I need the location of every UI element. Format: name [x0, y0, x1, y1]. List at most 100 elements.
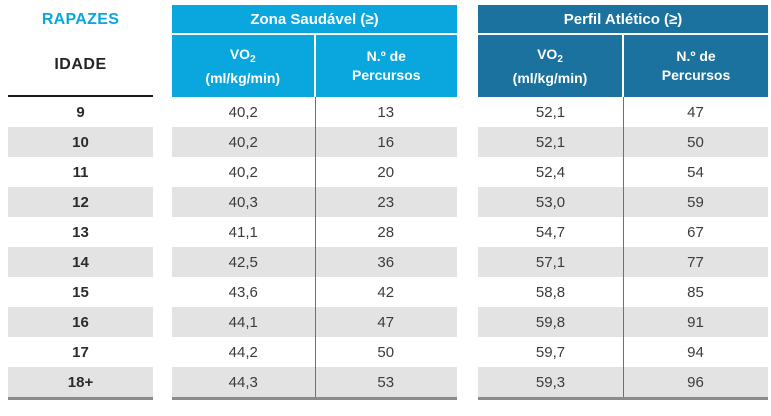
- percursos-column-header: N.º de Percursos: [622, 35, 768, 97]
- table-row: 12: [8, 187, 153, 217]
- age-cell: 12: [72, 193, 89, 211]
- zona-saudavel-section: Zona Saudável (≥) VO2 (ml/kg/min) N.º de…: [172, 5, 457, 400]
- table-row: 54,7 67: [478, 217, 768, 247]
- vo2-value-cell: 44,2: [228, 343, 258, 361]
- table-row: 43,6 42: [172, 277, 457, 307]
- table-row: 52,1 47: [478, 97, 768, 127]
- percursos-column-header: N.º de Percursos: [313, 35, 457, 97]
- zona-saudavel-subheaders: VO2 (ml/kg/min) N.º de Percursos: [172, 35, 457, 97]
- zona-saudavel-body: 40,2 13 40,2 16 40,2 20 40,3 23 41,1 28 42,5 36 43,6…: [172, 97, 457, 400]
- age-cell: 16: [72, 313, 89, 331]
- vo2-value-cell: 59,8: [535, 313, 566, 331]
- age-cell: 10: [72, 133, 89, 151]
- percursos-value-cell: 47: [377, 313, 395, 331]
- age-header-label: IDADE: [54, 56, 107, 73]
- vo2-value-cell: 40,2: [228, 103, 258, 121]
- table-row: 10: [8, 127, 153, 157]
- table-row: 15: [8, 277, 153, 307]
- vo2-label: VO2: [229, 45, 256, 65]
- zona-saudavel-title: Zona Saudável (≥): [172, 5, 457, 33]
- table-row: 58,8 85: [478, 277, 768, 307]
- vo2-value-cell: 59,3: [535, 373, 566, 391]
- percursos-value-cell: 67: [687, 223, 704, 241]
- percursos-value-cell: 94: [687, 343, 704, 361]
- table-row: 44,3 53: [172, 367, 457, 397]
- percursos-label-line1: N.º de: [366, 48, 406, 64]
- vo2-value-cell: 57,1: [535, 253, 566, 271]
- vo2-value-cell: 52,1: [535, 133, 566, 151]
- age-cell: 14: [72, 253, 89, 271]
- vo2-value-cell: 58,8: [535, 283, 566, 301]
- perfil-atletico-title: Perfil Atlético (≥): [478, 5, 768, 33]
- table-row: 40,3 23: [172, 187, 457, 217]
- table-row: 52,1 50: [478, 127, 768, 157]
- percursos-value-cell: 85: [687, 283, 704, 301]
- table-row: 57,1 77: [478, 247, 768, 277]
- table-row: 17: [8, 337, 153, 367]
- percursos-value-cell: 42: [377, 283, 395, 301]
- percursos-value-cell: 36: [377, 253, 395, 271]
- vo2-column-header: VO2 (ml/kg/min): [172, 35, 314, 97]
- vo2-value-cell: 43,6: [228, 283, 258, 301]
- table-row: 9: [8, 97, 153, 127]
- vo2-value-cell: 52,1: [535, 103, 566, 121]
- table-row: 14: [8, 247, 153, 277]
- percursos-value-cell: 53: [377, 373, 395, 391]
- vo2-value-cell: 41,1: [228, 223, 258, 241]
- perfil-atletico-body: 52,1 47 52,1 50 52,4 54 53,0 59 54,7 67 57,1 77 58,8…: [478, 97, 768, 400]
- perfil-atletico-subheaders: VO2 (ml/kg/min) N.º de Percursos: [478, 35, 768, 97]
- age-cell: 9: [76, 103, 85, 121]
- percursos-value-cell: 59: [687, 193, 704, 211]
- table-title: RAPAZES: [41, 11, 120, 28]
- table-row: 59,8 91: [478, 307, 768, 337]
- vo2-value-cell: 59,7: [535, 343, 566, 361]
- vo2-value-cell: 44,3: [228, 373, 258, 391]
- table-row: 18+: [8, 367, 153, 397]
- fitness-reference-table: RAPAZES IDADE 9 10 11 12 13 14 15 16 17 18+ Zona …: [8, 5, 768, 400]
- percursos-value-cell: 54: [687, 163, 704, 181]
- table-row: 53,0 59: [478, 187, 768, 217]
- vo2-unit: (ml/kg/min): [512, 69, 588, 86]
- table-row: 59,7 94: [478, 337, 768, 367]
- vo2-value-cell: 53,0: [535, 193, 566, 211]
- percursos-value-cell: 47: [687, 103, 704, 121]
- vo2-value-cell: 42,5: [228, 253, 258, 271]
- percursos-value-cell: 20: [377, 163, 395, 181]
- vo2-unit: (ml/kg/min): [205, 69, 281, 86]
- table-row: 52,4 54: [478, 157, 768, 187]
- age-cell: 15: [72, 283, 89, 301]
- table-row: 59,3 96: [478, 367, 768, 397]
- percursos-value-cell: 23: [377, 193, 395, 211]
- percursos-label-line2: Percursos: [661, 67, 731, 83]
- vo2-label: VO2: [537, 45, 563, 65]
- age-body: 9 10 11 12 13 14 15 16 17 18+: [8, 97, 153, 400]
- percursos-value-cell: 50: [687, 133, 704, 151]
- percursos-value-cell: 16: [377, 133, 395, 151]
- age-cell: 18+: [67, 373, 94, 391]
- percursos-value-cell: 77: [687, 253, 704, 271]
- age-cell: 13: [72, 223, 89, 241]
- perfil-atletico-section: Perfil Atlético (≥) VO2 (ml/kg/min) N.º …: [478, 5, 768, 400]
- vo2-column-header: VO2 (ml/kg/min): [478, 35, 622, 97]
- age-column-header: RAPAZES IDADE: [8, 5, 153, 97]
- table-row: 40,2 20: [172, 157, 457, 187]
- percursos-value-cell: 28: [377, 223, 395, 241]
- table-row: 11: [8, 157, 153, 187]
- percursos-label-line2: Percursos: [352, 67, 421, 83]
- vo2-value-cell: 44,1: [228, 313, 258, 331]
- table-row: 40,2 16: [172, 127, 457, 157]
- percursos-value-cell: 96: [687, 373, 704, 391]
- percursos-label-line1: N.º de: [676, 48, 716, 64]
- table-row: 16: [8, 307, 153, 337]
- table-row: 40,2 13: [172, 97, 457, 127]
- vo2-value-cell: 40,3: [228, 193, 258, 211]
- vo2-value-cell: 54,7: [535, 223, 566, 241]
- age-column-section: RAPAZES IDADE 9 10 11 12 13 14 15 16 17 18+: [8, 5, 153, 400]
- age-cell: 17: [72, 343, 89, 361]
- table-row: 13: [8, 217, 153, 247]
- age-cell: 11: [72, 163, 89, 181]
- percursos-value-cell: 91: [687, 313, 704, 331]
- table-row: 42,5 36: [172, 247, 457, 277]
- percursos-value-cell: 13: [377, 103, 395, 121]
- percursos-value-cell: 50: [377, 343, 395, 361]
